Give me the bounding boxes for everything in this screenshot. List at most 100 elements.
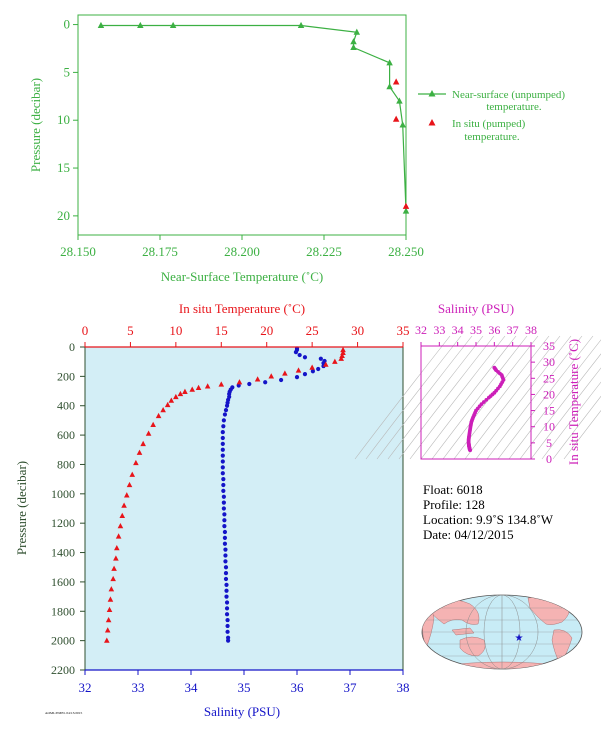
density-contour <box>530 367 601 460</box>
ts-temperature-ticks: 0 5 10 15 20 25 30 35 <box>531 339 555 466</box>
float-location-star-icon: ★ <box>515 633 524 644</box>
profile-y-tick-label: 400 <box>57 399 75 413</box>
ts-salinity-ticks: 32 33 34 35 36 37 38 <box>415 323 537 346</box>
temperature-tick-label: 25 <box>306 323 319 338</box>
top-x-tick-label: 28.225 <box>306 244 342 259</box>
profile-y-tick-label: 600 <box>57 428 75 442</box>
top-y-tick-label: 5 <box>64 64 71 79</box>
temperature-point <box>140 440 146 447</box>
profile-y-axis-label: Pressure (decibar) <box>14 461 29 555</box>
salinity-point <box>224 588 229 593</box>
temperature-point <box>136 449 143 455</box>
temperature-point <box>268 373 275 379</box>
top-series <box>97 21 410 214</box>
near-surface-point <box>396 97 403 104</box>
salinity-point <box>222 412 228 417</box>
salinity-point <box>279 377 284 383</box>
profile-y-ticks: 0 200 400 600 800 1000 1200 1400 1600 1800 2000 220… <box>51 340 85 677</box>
salinity-point <box>221 506 226 511</box>
density-contour <box>431 335 528 460</box>
profile-y-tick-label: 1400 <box>51 546 75 560</box>
salinity-point <box>225 629 230 634</box>
temperature-tick-label: 20 <box>260 323 273 338</box>
near-surface-point <box>386 83 393 90</box>
salinity-point <box>220 447 225 452</box>
ts-plot-area <box>420 345 532 460</box>
salinity-point <box>220 471 225 476</box>
temperature-tick-label: 15 <box>215 323 228 338</box>
temperature-point <box>126 481 133 488</box>
temperature-point <box>236 379 243 385</box>
salinity-point <box>224 582 229 587</box>
density-contour <box>387 335 484 460</box>
float-info: Float: 6018 Profile: 128 Location: 9.9˚S… <box>423 482 553 542</box>
profile-chart: 0200400600800100012001400160018002000220… <box>14 301 410 719</box>
temperature-point <box>309 364 315 370</box>
ts-salinity-label: Salinity (PSU) <box>438 301 514 316</box>
density-contour <box>420 335 517 460</box>
salinity-point <box>223 559 228 564</box>
salinity-point <box>225 617 230 623</box>
land-south-america <box>551 629 573 665</box>
salinity-point <box>220 453 225 458</box>
salinity-point <box>221 500 226 505</box>
temperature-tick-label: 0 <box>82 323 89 338</box>
salinity-point <box>221 477 226 482</box>
ts-diagram: 32 33 34 35 36 37 38 0 5 10 15 20 25 30 35 Salinity (… <box>354 301 601 466</box>
ts-temperature-tick-label: 25 <box>543 371 555 385</box>
salinity-point <box>223 553 228 558</box>
salinity-point <box>220 441 225 446</box>
location-map: ★ <box>421 594 583 670</box>
salinity-point <box>223 408 229 413</box>
near-surface-point <box>169 21 177 29</box>
salinity-point <box>297 352 302 358</box>
density-contour <box>464 335 561 460</box>
temperature-point <box>160 407 166 413</box>
salinity-point <box>223 565 229 570</box>
temperature-point <box>121 502 127 508</box>
temperature-point <box>338 355 345 361</box>
footnote: AOML/PMEL 04/13/2015 <box>45 711 83 715</box>
salinity-point <box>224 612 230 617</box>
profile-y-tick-label: 2200 <box>51 663 75 677</box>
near-surface-point <box>386 59 393 66</box>
profile-y-tick-label: 800 <box>57 457 75 471</box>
temperature-point <box>119 512 126 519</box>
temperature-point <box>150 421 156 427</box>
salinity-point <box>220 430 225 435</box>
salinity-point <box>318 356 323 361</box>
profile-y-tick-label: 2000 <box>51 634 75 648</box>
temperature-point <box>164 401 171 408</box>
temperature-point <box>204 383 211 389</box>
ts-salinity-tick-label: 33 <box>433 323 445 337</box>
salinity-point <box>226 638 231 643</box>
profile-y-tick-label: 1200 <box>51 516 75 530</box>
salinity-axis-ticks: 32 33 34 35 36 37 38 <box>79 670 410 695</box>
salinity-point <box>221 494 226 499</box>
salinity-point <box>224 403 230 408</box>
temperature-point <box>107 596 114 602</box>
ts-salinity-tick-label: 36 <box>488 323 500 337</box>
top-y-tick-label: 20 <box>57 208 70 223</box>
salinity-point <box>223 571 229 576</box>
density-contour <box>442 335 539 460</box>
legend-series-2-line2: temperature. <box>464 131 520 143</box>
salinity-tick-label: 38 <box>397 680 410 695</box>
density-contour <box>398 335 495 460</box>
profile-y-tick-label: 1800 <box>51 604 75 618</box>
density-contour <box>552 395 601 460</box>
salinity-point <box>221 488 226 493</box>
salinity-point <box>263 380 268 385</box>
ts-temperature-tick-label: 20 <box>543 387 555 401</box>
salinity-point <box>224 594 229 599</box>
ts-salinity-tick-label: 38 <box>525 323 537 337</box>
top-x-axis-label: Near-Surface Temperature (˚C) <box>161 269 323 284</box>
salinity-point <box>223 547 228 552</box>
ts-temperature-tick-label: 0 <box>546 452 552 466</box>
temperature-point <box>104 637 110 643</box>
salinity-point <box>222 524 227 529</box>
legend-triangle-marker-green <box>428 90 436 97</box>
profile-y-tick-label: 200 <box>57 369 75 383</box>
temperature-point <box>114 545 120 551</box>
top-x-ticks: 28.150 28.175 28.200 28.225 28.250 <box>60 235 424 259</box>
